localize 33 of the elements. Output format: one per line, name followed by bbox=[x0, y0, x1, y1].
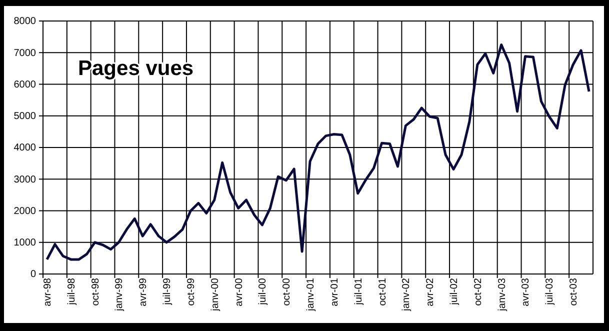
x-tick-label: avr-02 bbox=[425, 278, 436, 306]
x-tick-label: juil-03 bbox=[544, 278, 556, 306]
x-tick-label: janv-03 bbox=[496, 278, 508, 312]
x-tick-label: oct-02 bbox=[472, 278, 484, 306]
x-tick-label: janv-00 bbox=[210, 278, 221, 312]
x-tick-label: avr-00 bbox=[234, 278, 245, 306]
x-tick-label: oct-99 bbox=[186, 278, 197, 306]
y-tick-label: 3000 bbox=[14, 174, 36, 186]
y-tick-label: 1000 bbox=[14, 238, 36, 249]
x-tick-label: oct-00 bbox=[282, 278, 293, 306]
x-tick-label: juil-00 bbox=[258, 278, 269, 306]
x-tick-label: juil-98 bbox=[66, 278, 78, 306]
x-tick-label: janv-99 bbox=[114, 278, 126, 312]
x-tick-label: avr-03 bbox=[520, 278, 532, 306]
x-tick-label: oct-01 bbox=[377, 278, 388, 306]
y-tick-label: 4000 bbox=[14, 142, 36, 154]
y-tick-label: 7000 bbox=[14, 48, 36, 59]
x-tick-label: juil-99 bbox=[162, 278, 174, 306]
x-tick-label: janv-02 bbox=[401, 278, 412, 312]
y-tick-label: 2000 bbox=[14, 206, 36, 217]
y-tick-label: 8000 bbox=[14, 16, 36, 28]
y-tick-label: 0 bbox=[30, 269, 36, 280]
x-tick-label: avr-98 bbox=[42, 278, 54, 306]
x-tick-label: janv-01 bbox=[306, 278, 317, 312]
x-tick-label: oct-98 bbox=[90, 278, 102, 306]
x-tick-label: juil-01 bbox=[353, 278, 364, 306]
line-series bbox=[46, 43, 590, 261]
x-tick-label: oct-03 bbox=[568, 278, 580, 306]
y-tick-label: 6000 bbox=[14, 79, 36, 90]
x-tick-label: avr-99 bbox=[138, 278, 150, 306]
y-tick-label: 5000 bbox=[14, 111, 36, 122]
x-tick-label: avr-01 bbox=[329, 278, 340, 306]
x-tick-label: juil-02 bbox=[449, 278, 460, 306]
